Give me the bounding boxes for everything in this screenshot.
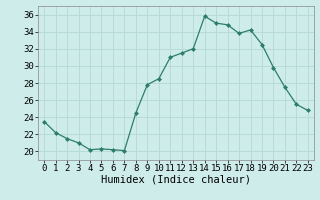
X-axis label: Humidex (Indice chaleur): Humidex (Indice chaleur) [101, 175, 251, 185]
